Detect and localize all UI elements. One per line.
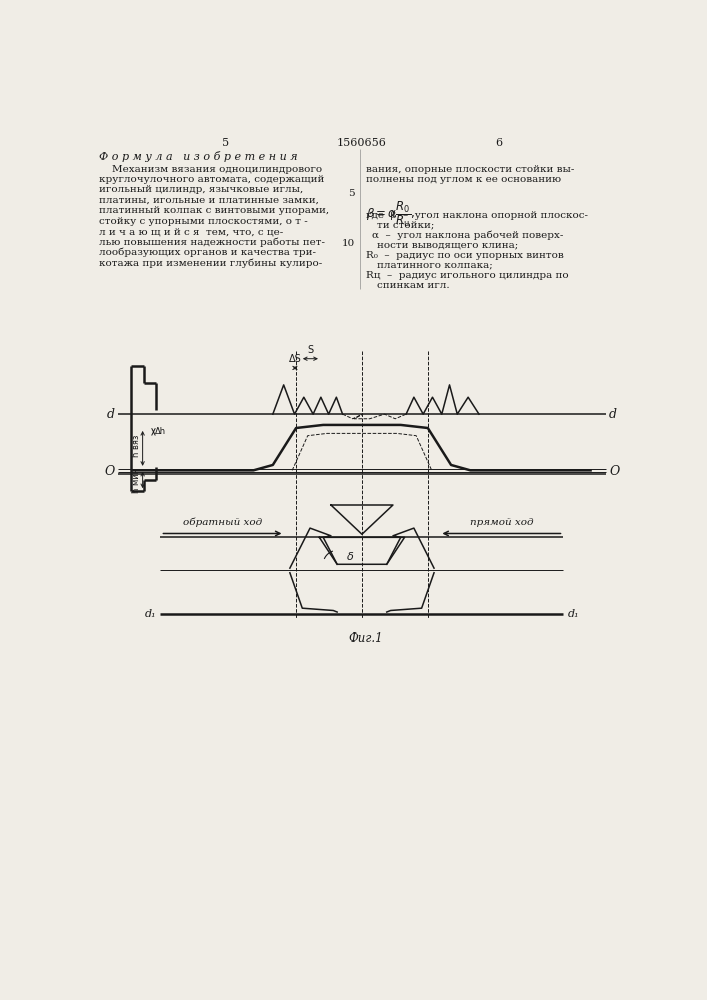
Text: d: d — [609, 408, 617, 421]
Text: лообразующих органов и качества три-: лообразующих органов и качества три- — [99, 248, 316, 257]
Text: d₁: d₁ — [145, 609, 156, 619]
Text: Фиг.1: Фиг.1 — [349, 632, 383, 645]
Text: 5: 5 — [349, 189, 355, 198]
Text: платины, игольные и платинные замки,: платины, игольные и платинные замки, — [99, 196, 319, 205]
Text: S: S — [308, 345, 313, 355]
Text: полнены под углом к ее основанию: полнены под углом к ее основанию — [366, 175, 561, 184]
Text: d: d — [107, 408, 115, 421]
Text: d₁: d₁ — [567, 609, 579, 619]
Text: Δh: Δh — [155, 427, 166, 436]
Text: h мин: h мин — [132, 467, 141, 493]
Text: Rц  –  радиус игольного цилиндра по: Rц – радиус игольного цилиндра по — [366, 271, 568, 280]
Text: л и ч а ю щ и й с я  тем, что, с це-: л и ч а ю щ и й с я тем, что, с це- — [99, 227, 284, 236]
Text: круглочулочного автомата, содержащий: круглочулочного автомата, содержащий — [99, 175, 325, 184]
Text: прямой ход: прямой ход — [469, 518, 533, 527]
Text: котажа при изменении глубины кулиро-: котажа при изменении глубины кулиро- — [99, 258, 322, 268]
Text: вания, опорные плоскости стойки вы-: вания, опорные плоскости стойки вы- — [366, 165, 574, 174]
Text: $\beta =\alpha\dfrac{R_0}{R_{\rm u}},$: $\beta =\alpha\dfrac{R_0}{R_{\rm u}},$ — [366, 199, 415, 229]
Text: δ: δ — [346, 552, 354, 562]
Text: 5: 5 — [222, 138, 229, 148]
Text: 10: 10 — [341, 239, 355, 248]
Text: спинкам игл.: спинкам игл. — [377, 281, 450, 290]
Text: ΔS: ΔS — [288, 354, 301, 364]
Text: платинного колпака;: платинного колпака; — [377, 261, 492, 270]
Text: лью повышения надежности работы пет-: лью повышения надежности работы пет- — [99, 237, 325, 247]
Text: h вяз: h вяз — [132, 434, 141, 457]
Text: стойку с упорными плоскостями, о т -: стойку с упорными плоскостями, о т - — [99, 217, 308, 226]
Text: α  –  угол наклона рабочей поверх-: α – угол наклона рабочей поверх- — [372, 231, 563, 240]
Text: O: O — [609, 465, 619, 478]
Text: платинный колпак с винтовыми упорами,: платинный колпак с винтовыми упорами, — [99, 206, 329, 215]
Text: O: O — [105, 465, 115, 478]
Text: 1560656: 1560656 — [337, 138, 387, 148]
Text: игольный цилиндр, язычковые иглы,: игольный цилиндр, язычковые иглы, — [99, 185, 303, 194]
Text: 6: 6 — [496, 138, 503, 148]
Text: где  β  –  угол наклона опорной плоскос-: где β – угол наклона опорной плоскос- — [366, 211, 588, 220]
Text: R₀  –  радиус по оси упорных винтов: R₀ – радиус по оси упорных винтов — [366, 251, 563, 260]
Text: обратный ход: обратный ход — [183, 517, 262, 527]
Text: Ф о р м у л а   и з о б р е т е н и я: Ф о р м у л а и з о б р е т е н и я — [99, 151, 298, 162]
Text: ности выводящего клина;: ности выводящего клина; — [377, 241, 518, 250]
Text: ти стойки;: ти стойки; — [377, 221, 434, 230]
Text: Механизм вязания одноцилиндрового: Механизм вязания одноцилиндрового — [99, 165, 322, 174]
